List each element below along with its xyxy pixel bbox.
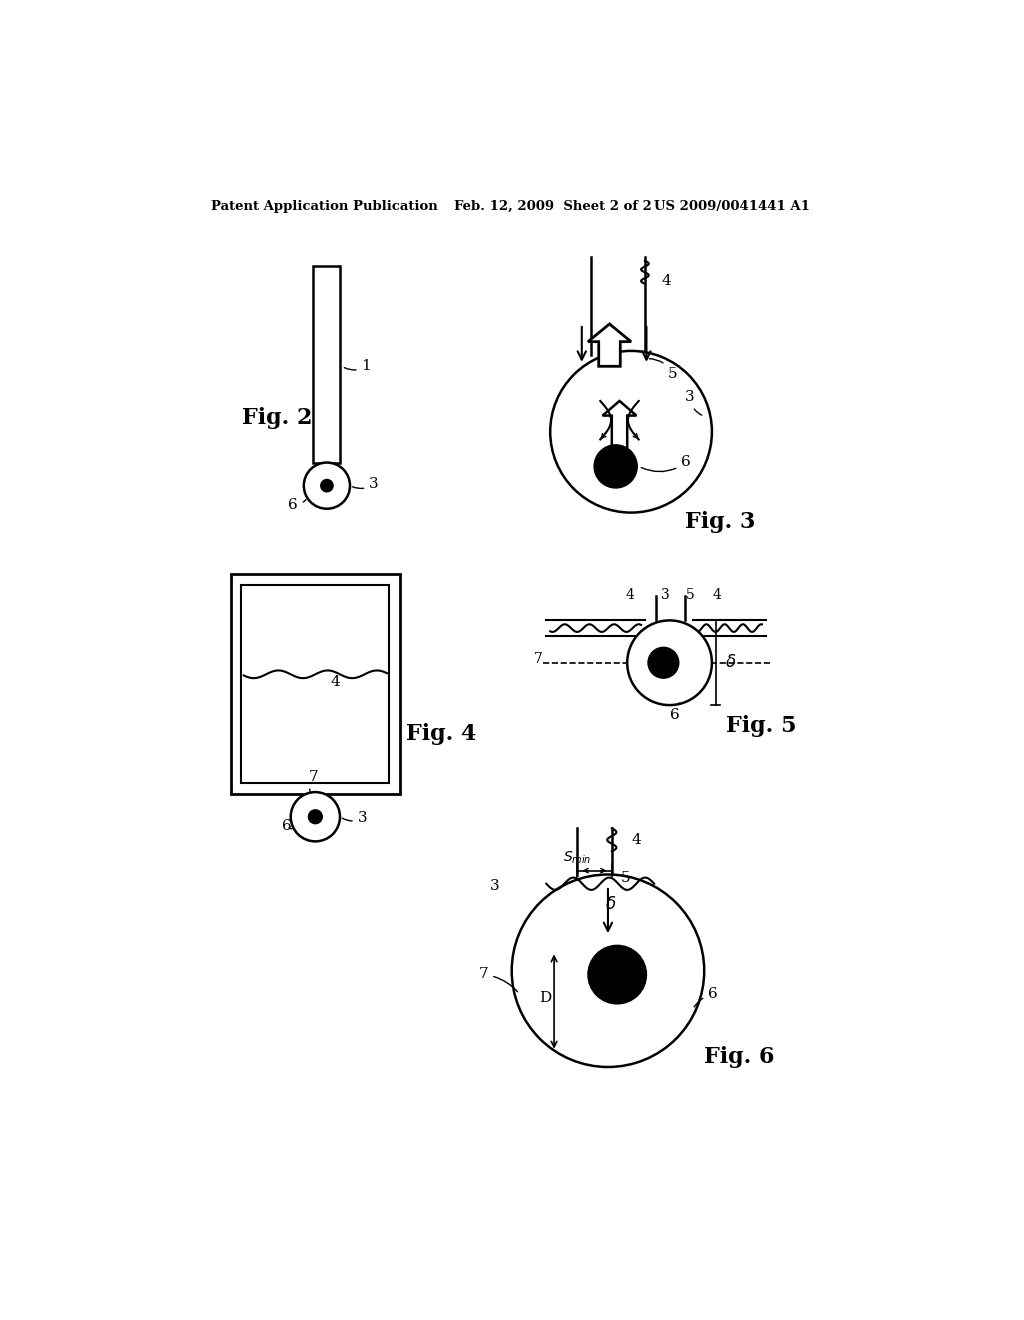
Polygon shape [602, 401, 637, 453]
Text: 6: 6 [641, 455, 691, 471]
Text: Fig. 6: Fig. 6 [705, 1047, 775, 1068]
Text: 3: 3 [662, 587, 670, 602]
Text: US 2009/0041441 A1: US 2009/0041441 A1 [654, 199, 810, 213]
Text: D: D [539, 990, 551, 1005]
Text: 4: 4 [625, 587, 634, 602]
Text: 3: 3 [685, 389, 701, 416]
Circle shape [628, 620, 712, 705]
Text: 6: 6 [670, 704, 679, 722]
Text: Fig. 4: Fig. 4 [407, 723, 476, 744]
Text: 5: 5 [621, 871, 631, 886]
Text: Feb. 12, 2009  Sheet 2 of 2: Feb. 12, 2009 Sheet 2 of 2 [454, 199, 652, 213]
Circle shape [550, 351, 712, 512]
Text: 1: 1 [344, 359, 372, 374]
Bar [230, 574, 400, 793]
Text: 6: 6 [283, 818, 292, 833]
Circle shape [648, 647, 679, 678]
Text: 3: 3 [342, 810, 368, 825]
Polygon shape [588, 323, 631, 367]
Text: 4: 4 [662, 275, 672, 289]
Text: 6: 6 [289, 498, 306, 512]
Text: 4: 4 [713, 587, 722, 602]
Text: 6: 6 [694, 987, 718, 1007]
Text: $\delta$: $\delta$ [605, 896, 616, 913]
Text: Fig. 3: Fig. 3 [685, 511, 756, 533]
Circle shape [594, 445, 637, 488]
Circle shape [588, 945, 646, 1003]
Text: Fig. 2: Fig. 2 [243, 407, 312, 429]
Text: 4: 4 [631, 833, 641, 846]
Text: $S_{min}$: $S_{min}$ [563, 849, 592, 866]
Circle shape [512, 874, 705, 1067]
Circle shape [291, 792, 340, 841]
Text: Fig. 5: Fig. 5 [726, 715, 797, 737]
Bar [242, 585, 389, 783]
Text: Patent Application Publication: Patent Application Publication [211, 199, 438, 213]
Circle shape [304, 462, 350, 508]
Text: 7: 7 [535, 652, 543, 665]
Text: 5: 5 [686, 587, 694, 602]
Text: 4: 4 [331, 675, 341, 689]
Text: 3: 3 [490, 879, 500, 892]
Text: $\delta$: $\delta$ [725, 655, 736, 672]
Text: 3: 3 [352, 477, 379, 491]
Bar [313, 267, 340, 462]
Text: 7: 7 [309, 770, 318, 793]
Circle shape [308, 810, 323, 824]
Text: 5: 5 [649, 359, 678, 381]
Circle shape [321, 479, 333, 492]
Text: 7: 7 [478, 968, 517, 991]
